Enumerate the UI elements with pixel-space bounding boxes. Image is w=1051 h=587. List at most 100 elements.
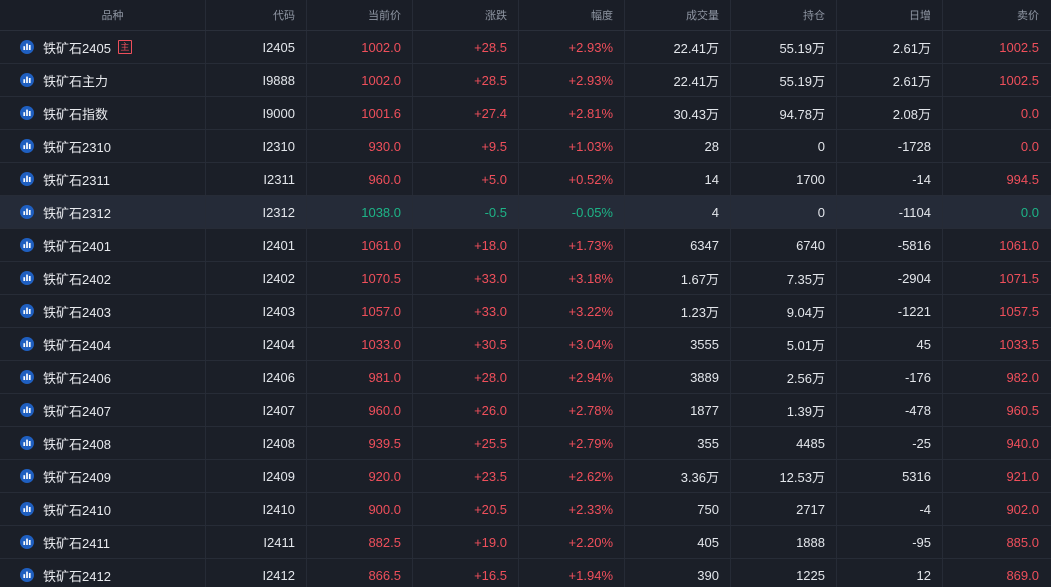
change-pct-cell: +0.52% <box>519 163 625 195</box>
last-price-cell: 900.0 <box>307 493 413 525</box>
last-price-cell: 920.0 <box>307 460 413 492</box>
column-header-last-price[interactable]: 当前价 <box>307 0 413 30</box>
open-interest-cell: 2.56万 <box>731 361 837 393</box>
ask-price-cell: 1002.5 <box>999 72 1039 88</box>
bar-chart-icon <box>20 469 34 483</box>
code-cell: I2408 <box>206 427 307 459</box>
column-header-code[interactable]: 代码 <box>206 0 307 30</box>
column-header-open-interest[interactable]: 持仓 <box>731 0 837 30</box>
code-cell: I2405 <box>206 31 307 63</box>
ask-price-cell: 1002.5 <box>999 39 1039 55</box>
quote-row[interactable]: 铁矿石2410 I2410 900.0 +20.5 +2.33% 750 2717 -4 902… <box>0 493 1051 526</box>
quote-row[interactable]: 铁矿石2412 I2412 866.5 +16.5 +1.94% 390 1225 12 869… <box>0 559 1051 587</box>
ask-price-cell: 0.0 <box>1020 105 1039 121</box>
daily-change-cell: -176 <box>837 361 943 393</box>
quote-row[interactable]: 铁矿石2311 I2311 960.0 +5.0 +0.52% 14 1700 -14 994.… <box>0 163 1051 196</box>
daily-change-cell: -25 <box>837 427 943 459</box>
last-price-cell: 882.5 <box>307 526 413 558</box>
volume-cell: 6347 <box>625 229 731 261</box>
ask-price-cell: 994.5 <box>1006 171 1039 187</box>
column-header-change[interactable]: 涨跌 <box>413 0 519 30</box>
variety-cell: 铁矿石2310 <box>0 130 206 162</box>
variety-cell: 铁矿石2403 <box>0 295 206 327</box>
change-cell: +25.5 <box>413 427 519 459</box>
bar-chart-icon <box>20 337 34 351</box>
change-cell: +23.5 <box>413 460 519 492</box>
variety-name: 铁矿石2409 <box>43 469 111 485</box>
change-cell: +16.5 <box>413 559 519 587</box>
code-cell: I2403 <box>206 295 307 327</box>
quote-row[interactable]: 铁矿石指数 I9000 1001.6 +27.4 +2.81% 30.43万 94.78万 2… <box>0 97 1051 130</box>
ask-price-cell: 921.0 <box>1006 468 1039 484</box>
variety-name: 铁矿石指数 <box>43 106 109 122</box>
daily-change-cell: 2.08万 <box>837 97 943 129</box>
open-interest-cell: 0 <box>731 196 837 228</box>
volume-cell: 1877 <box>625 394 731 426</box>
daily-change-cell: 45 <box>837 328 943 360</box>
volume-cell: 30.43万 <box>625 97 731 129</box>
quote-row[interactable]: 铁矿石2408 I2408 939.5 +25.5 +2.79% 355 4485 -25 94… <box>0 427 1051 460</box>
variety-cell: 铁矿石2405 主 <box>0 31 206 63</box>
last-price-cell: 1002.0 <box>307 31 413 63</box>
variety-name: 铁矿石2407 <box>43 403 111 419</box>
quote-row[interactable]: 铁矿石2312 I2312 1038.0 -0.5 -0.05% 4 0 -1104 0.0 <box>0 196 1051 229</box>
bar-chart-icon <box>20 502 34 516</box>
column-header-ask-price[interactable]: 卖价 <box>1017 10 1039 22</box>
volume-cell: 405 <box>625 526 731 558</box>
variety-cell: 铁矿石2411 <box>0 526 206 558</box>
variety-cell: 铁矿石2312 <box>0 196 206 228</box>
quote-row[interactable]: 铁矿石2403 I2403 1057.0 +33.0 +3.22% 1.23万 9.04万 -… <box>0 295 1051 328</box>
ask-price-cell: 0.0 <box>1020 204 1039 220</box>
quote-row[interactable]: 铁矿石2411 I2411 882.5 +19.0 +2.20% 405 1888 -95 88… <box>0 526 1051 559</box>
variety-cell: 铁矿石2401 <box>0 229 206 261</box>
quote-row[interactable]: 铁矿石2405 主 I2405 1002.0 +28.5 +2.93% 22.41万 55.1… <box>0 31 1051 64</box>
code-cell: I9000 <box>206 97 307 129</box>
last-price-cell: 960.0 <box>307 163 413 195</box>
variety-name: 铁矿石2401 <box>43 238 111 254</box>
variety-cell: 铁矿石2404 <box>0 328 206 360</box>
daily-change-cell: 5316 <box>837 460 943 492</box>
column-header-volume[interactable]: 成交量 <box>625 0 731 30</box>
daily-change-cell: -14 <box>837 163 943 195</box>
column-header-daily-change[interactable]: 日增 <box>837 0 943 30</box>
quote-row[interactable]: 铁矿石主力 I9888 1002.0 +28.5 +2.93% 22.41万 55.19万 2… <box>0 64 1051 97</box>
bar-chart-icon <box>20 106 34 120</box>
open-interest-cell: 7.35万 <box>731 262 837 294</box>
table-body: 铁矿石2405 主 I2405 1002.0 +28.5 +2.93% 22.41万 55.1… <box>0 31 1051 587</box>
volume-cell: 750 <box>625 493 731 525</box>
last-price-cell: 930.0 <box>307 130 413 162</box>
quote-row[interactable]: 铁矿石2407 I2407 960.0 +26.0 +2.78% 1877 1.39万 -47… <box>0 394 1051 427</box>
quote-row[interactable]: 铁矿石2401 I2401 1061.0 +18.0 +1.73% 6347 6740 -58… <box>0 229 1051 262</box>
change-cell: +20.5 <box>413 493 519 525</box>
daily-change-cell: -95 <box>837 526 943 558</box>
change-pct-cell: -0.05% <box>519 196 625 228</box>
change-pct-cell: +1.73% <box>519 229 625 261</box>
quote-row[interactable]: 铁矿石2404 I2404 1033.0 +30.5 +3.04% 3555 5.01万 45… <box>0 328 1051 361</box>
last-price-cell: 1001.6 <box>307 97 413 129</box>
volume-cell: 1.23万 <box>625 295 731 327</box>
change-pct-cell: +2.94% <box>519 361 625 393</box>
volume-cell: 3.36万 <box>625 460 731 492</box>
bar-chart-icon <box>20 205 34 219</box>
code-cell: I2404 <box>206 328 307 360</box>
quote-row[interactable]: 铁矿石2402 I2402 1070.5 +33.0 +3.18% 1.67万 7.35万 -… <box>0 262 1051 295</box>
quote-row[interactable]: 铁矿石2310 I2310 930.0 +9.5 +1.03% 28 0 -1728 0.0 <box>0 130 1051 163</box>
volume-cell: 22.41万 <box>625 31 731 63</box>
bar-chart-icon <box>20 370 34 384</box>
quote-row[interactable]: 铁矿石2406 I2406 981.0 +28.0 +2.94% 3889 2.56万 -17… <box>0 361 1051 394</box>
change-pct-cell: +2.78% <box>519 394 625 426</box>
ask-price-cell: 940.0 <box>1006 435 1039 451</box>
variety-cell: 铁矿石2412 <box>0 559 206 587</box>
last-price-cell: 960.0 <box>307 394 413 426</box>
last-price-cell: 866.5 <box>307 559 413 587</box>
open-interest-cell: 6740 <box>731 229 837 261</box>
bar-chart-icon <box>20 40 34 54</box>
last-price-cell: 1070.5 <box>307 262 413 294</box>
change-pct-cell: +2.93% <box>519 31 625 63</box>
open-interest-cell: 1888 <box>731 526 837 558</box>
column-header-variety[interactable]: 品种 <box>0 0 206 30</box>
code-cell: I2402 <box>206 262 307 294</box>
column-header-change-pct[interactable]: 幅度 <box>519 0 625 30</box>
bar-chart-icon <box>20 568 34 582</box>
quote-row[interactable]: 铁矿石2409 I2409 920.0 +23.5 +2.62% 3.36万 12.53万 5… <box>0 460 1051 493</box>
